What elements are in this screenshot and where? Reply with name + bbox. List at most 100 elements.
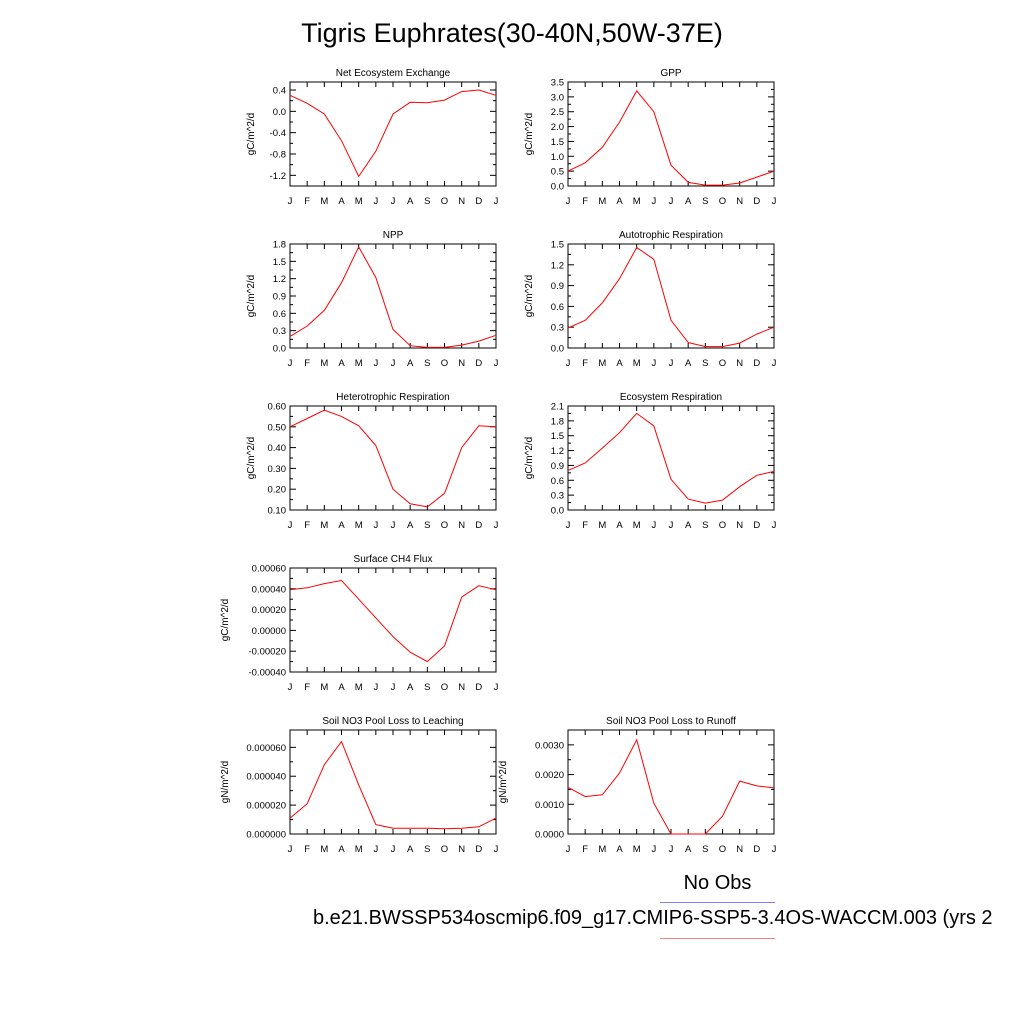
- x-tick-label: A: [407, 682, 414, 693]
- y-tick-label: 0.9: [273, 292, 286, 303]
- y-tick-label: 1.5: [551, 431, 564, 442]
- y-tick-label: 3.5: [551, 78, 564, 89]
- y-tick-label: 0.000020: [246, 801, 286, 812]
- series-line: [567, 738, 775, 835]
- x-tick-label: M: [355, 844, 363, 855]
- y-axis-label: gC/m^2/d: [220, 599, 231, 642]
- x-tick-label: S: [702, 196, 708, 207]
- y-tick-label: 1.2: [551, 260, 564, 271]
- y-axis-label: gN/m^2/d: [220, 761, 231, 804]
- y-axis-label: gC/m^2/d: [524, 113, 535, 156]
- x-tick-label: J: [772, 358, 777, 369]
- x-tick-label: N: [736, 358, 743, 369]
- y-tick-label: 0.000000: [246, 830, 286, 841]
- x-tick-label: A: [407, 520, 414, 531]
- plot-frame: [567, 81, 775, 187]
- x-tick-label: J: [566, 358, 571, 369]
- panel-title: Surface CH4 Flux: [354, 554, 433, 565]
- plot-frame: [289, 81, 497, 187]
- y-tick-label: 0.6: [551, 302, 564, 313]
- y-tick-label: 0.0000: [535, 830, 564, 841]
- x-tick-label: D: [753, 844, 760, 855]
- x-tick-label: M: [320, 844, 328, 855]
- x-tick-label: J: [288, 844, 293, 855]
- x-tick-label: S: [424, 520, 430, 531]
- x-tick-label: D: [753, 196, 760, 207]
- series-line: [289, 89, 497, 178]
- x-tick-label: M: [633, 520, 641, 531]
- panel-title: Soil NO3 Pool Loss to Runoff: [606, 716, 736, 727]
- x-tick-label: S: [702, 358, 708, 369]
- x-tick-label: M: [598, 196, 606, 207]
- y-tick-label: 2.1: [551, 402, 564, 413]
- series-line: [289, 245, 497, 348]
- x-tick-label: O: [719, 358, 726, 369]
- x-tick-label: J: [288, 682, 293, 693]
- legend-line-blue: [660, 902, 775, 903]
- x-tick-label: M: [633, 844, 641, 855]
- x-tick-label: J: [772, 196, 777, 207]
- y-tick-label: 1.0: [551, 152, 564, 163]
- panel-title: Net Ecosystem Exchange: [336, 68, 451, 79]
- y-tick-label: 1.8: [551, 416, 564, 427]
- panel-title: NPP: [383, 230, 404, 241]
- series-line: [567, 90, 775, 186]
- panel-title: Ecosystem Respiration: [620, 392, 722, 403]
- x-tick-label: O: [719, 196, 726, 207]
- x-tick-label: J: [494, 844, 499, 855]
- x-tick-label: A: [338, 844, 345, 855]
- y-tick-label: 0.3: [273, 326, 286, 337]
- y-tick-label: 1.5: [273, 257, 286, 268]
- plot-frame: [567, 243, 775, 349]
- x-tick-label: S: [702, 844, 708, 855]
- x-tick-label: M: [633, 196, 641, 207]
- x-tick-label: J: [494, 682, 499, 693]
- x-tick-label: A: [616, 520, 623, 531]
- x-tick-label: A: [685, 358, 692, 369]
- plot-frame: [289, 567, 497, 673]
- y-tick-label: 1.2: [273, 274, 286, 285]
- x-tick-label: A: [685, 196, 692, 207]
- x-tick-label: A: [407, 844, 414, 855]
- x-tick-label: F: [304, 844, 310, 855]
- x-tick-label: N: [458, 358, 465, 369]
- y-tick-label: 0.00060: [252, 564, 286, 575]
- x-tick-label: J: [373, 844, 378, 855]
- panel-title: Soil NO3 Pool Loss to Leaching: [322, 716, 463, 727]
- x-tick-label: J: [651, 196, 656, 207]
- x-tick-label: J: [566, 196, 571, 207]
- x-tick-label: A: [338, 358, 345, 369]
- y-tick-label: 0.60: [268, 402, 287, 413]
- y-axis-label: gC/m^2/d: [246, 437, 257, 480]
- x-tick-label: D: [475, 520, 482, 531]
- x-tick-label: F: [582, 520, 588, 531]
- x-tick-label: D: [475, 358, 482, 369]
- y-tick-label: 0.30: [268, 464, 287, 475]
- x-tick-label: A: [685, 844, 692, 855]
- series-line: [567, 246, 775, 348]
- y-tick-label: -0.8: [270, 150, 286, 161]
- y-tick-label: 2.5: [551, 107, 564, 118]
- x-tick-label: M: [355, 682, 363, 693]
- y-tick-label: 0.9: [551, 461, 564, 472]
- y-tick-label: 0.0: [551, 182, 564, 193]
- y-tick-label: 0.6: [551, 476, 564, 487]
- y-tick-label: 0.40: [268, 443, 287, 454]
- x-tick-label: M: [355, 196, 363, 207]
- y-tick-label: 0.0030: [535, 740, 564, 751]
- x-tick-label: S: [424, 196, 430, 207]
- x-tick-label: A: [616, 358, 623, 369]
- y-tick-label: 2.0: [551, 122, 564, 133]
- x-tick-label: F: [304, 682, 310, 693]
- x-tick-label: D: [753, 520, 760, 531]
- x-tick-label: A: [338, 682, 345, 693]
- x-tick-label: F: [582, 196, 588, 207]
- x-tick-label: N: [736, 196, 743, 207]
- x-tick-label: O: [719, 520, 726, 531]
